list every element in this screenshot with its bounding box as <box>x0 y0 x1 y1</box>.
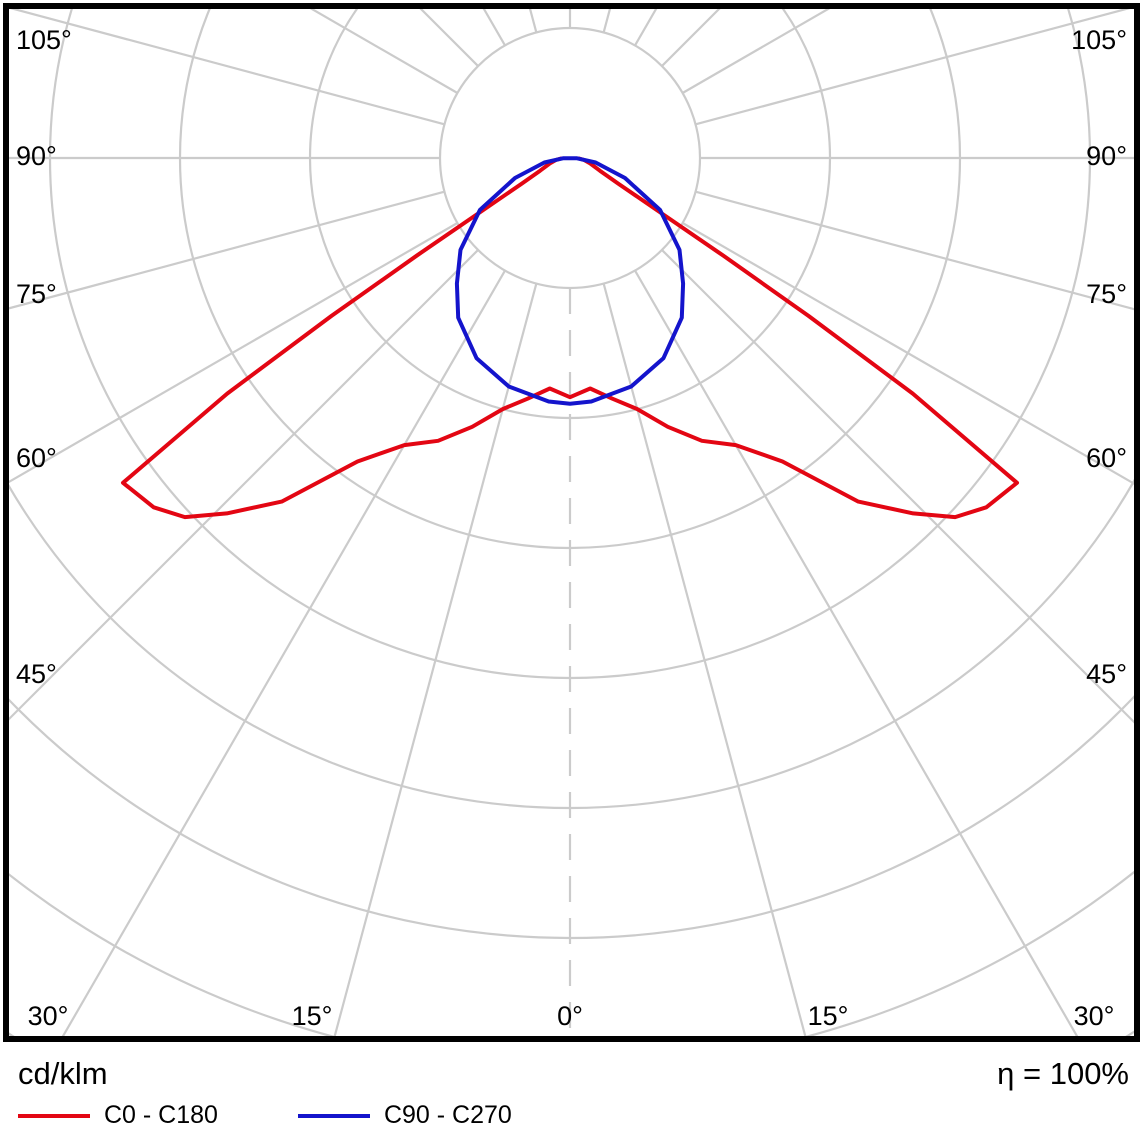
efficiency-value: η = 100% <box>997 1056 1129 1091</box>
angle-label-left: 60° <box>16 443 57 473</box>
curve-c0-c180 <box>121 156 1019 520</box>
grid-spoke <box>682 222 1134 485</box>
legend-item-c90-c270: C90 - C270 <box>297 1101 512 1130</box>
footer-top-row: cd/klm η = 100% <box>0 1046 1143 1092</box>
grid-spoke <box>695 190 1134 311</box>
grid-spoke <box>9 9 445 126</box>
footer: cd/klm η = 100% C0 - C180 C90 - C270 <box>0 1046 1143 1143</box>
grid-spoke <box>602 283 807 1036</box>
grid-spoke <box>9 222 458 484</box>
grid-spoke <box>9 249 479 721</box>
angle-label-right: 60° <box>1086 443 1127 473</box>
angle-label-right: 45° <box>1086 659 1127 689</box>
grid-spoke <box>61 270 506 1036</box>
legend-line-c90-c270-icon <box>297 1113 370 1118</box>
angle-label-bottom: 30° <box>28 1001 69 1031</box>
grid-spoke <box>634 270 1079 1036</box>
angle-label-left: 90° <box>16 141 57 171</box>
legend: C0 - C180 C90 - C270 <box>0 1101 1143 1130</box>
plot-border <box>3 3 1140 1042</box>
angle-label-bottom: 15° <box>292 1001 333 1031</box>
unit-label: cd/klm <box>18 1056 108 1091</box>
grid-spoke <box>661 249 1134 724</box>
legend-label-c90-c270: C90 - C270 <box>383 1101 512 1129</box>
polar-chart-canvas: 105° 105° 90° 90° 75° 75° 60° 60° 45° 45° 30° 15° 0°… <box>0 0 1143 1046</box>
curve-c90-c270 <box>454 156 686 406</box>
angle-label-left: 105° <box>16 25 72 55</box>
grid-spoke <box>695 9 1131 126</box>
plot-background <box>0 0 1143 1046</box>
grid-spoke <box>9 190 445 310</box>
legend-item-c0-c180: C0 - C180 <box>18 1101 218 1130</box>
angle-label-left: 45° <box>16 659 57 689</box>
angle-label-bottom: 30° <box>1074 1001 1115 1031</box>
angle-label-bottom: 0° <box>557 1001 583 1031</box>
grid-spoke <box>333 283 538 1036</box>
angle-label-bottom: 15° <box>808 1001 849 1031</box>
legend-label-c0-c180: C0 - C180 <box>104 1101 218 1129</box>
legend-line-c0-c180-icon <box>18 1113 90 1118</box>
angle-label-right: 90° <box>1086 141 1127 171</box>
plot-area <box>9 9 1134 1036</box>
angle-label-left: 75° <box>16 279 57 309</box>
angle-label-right: 105° <box>1071 25 1127 55</box>
angle-label-right: 75° <box>1086 279 1127 309</box>
